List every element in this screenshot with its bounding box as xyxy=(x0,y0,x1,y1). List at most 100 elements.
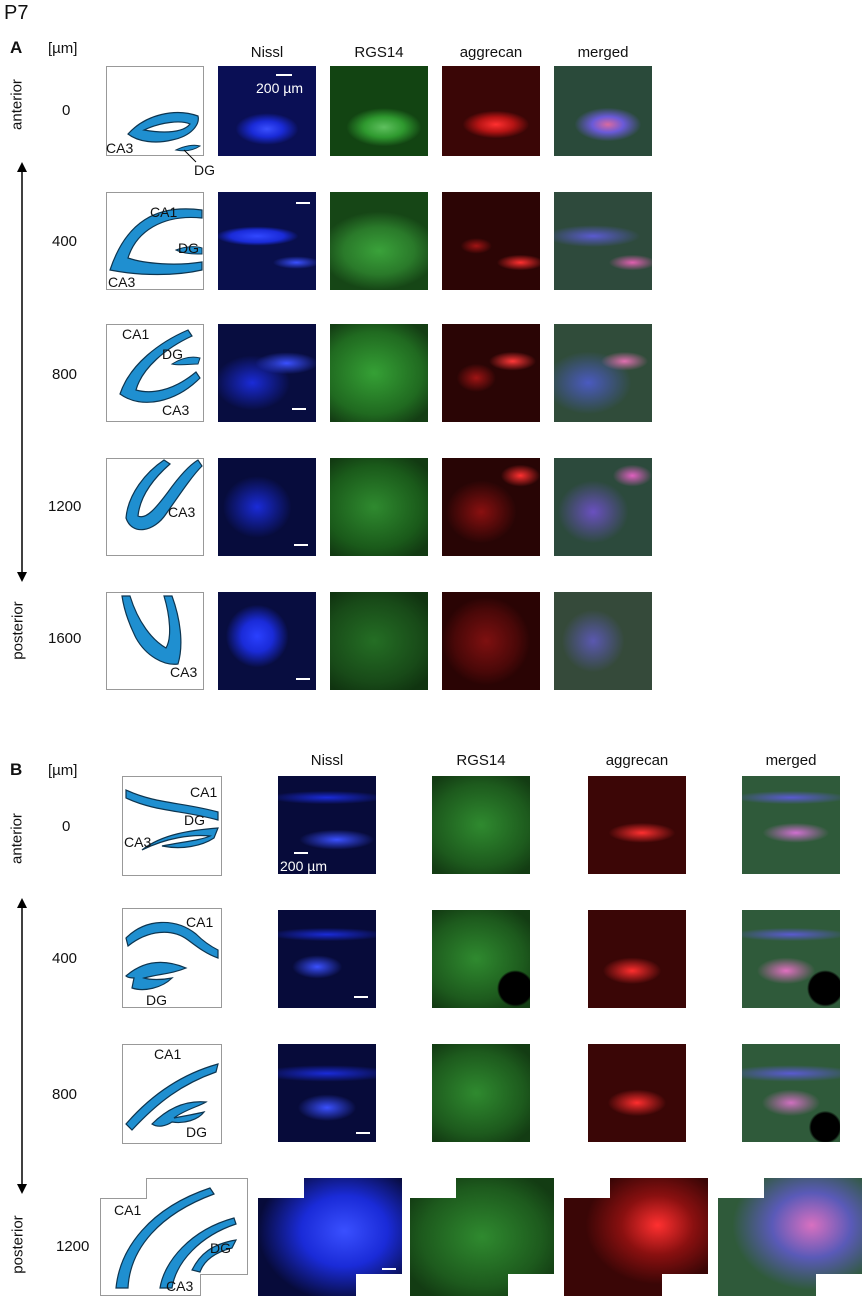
micrograph-b-0-merged xyxy=(742,776,840,874)
micrograph-a-1600-nissl xyxy=(218,592,316,690)
anterior-posterior-arrow-b xyxy=(17,898,27,1194)
micrograph-a-400-aggrecan xyxy=(442,192,540,290)
region-label-a-400-ca1: CA1 xyxy=(150,204,178,220)
micrograph-a-1200-merged xyxy=(554,458,652,556)
anterior-posterior-arrow-a xyxy=(17,162,27,582)
depth-label-a-1600: 1600 xyxy=(48,630,82,647)
micrograph-b-1200-merged xyxy=(718,1178,862,1296)
region-label-b-1200-dg: DG xyxy=(210,1240,231,1256)
micrograph-b-1200-aggrecan xyxy=(564,1178,708,1296)
micrograph-a-1600-rgs14 xyxy=(330,592,428,690)
micrograph-a-1200-rgs14 xyxy=(330,458,428,556)
scale-bar-a-1200 xyxy=(294,544,308,546)
micrograph-b-400-rgs14 xyxy=(432,910,530,1008)
region-label-a-800-ca1: CA1 xyxy=(122,326,150,342)
schematic-a-800 xyxy=(106,324,204,422)
region-label-b-1200-ca3: CA3 xyxy=(166,1278,194,1294)
region-label-b-800-ca1: CA1 xyxy=(154,1046,182,1062)
scale-bar-a-800 xyxy=(292,408,306,410)
micrograph-b-400-merged xyxy=(742,910,840,1008)
scale-label-b: 200 µm xyxy=(280,858,327,874)
micrograph-b-400-aggrecan xyxy=(588,910,686,1008)
micrograph-b-0-rgs14 xyxy=(432,776,530,874)
micrograph-b-0-nissl xyxy=(278,776,376,874)
posterior-label-a: posterior xyxy=(9,601,27,660)
micrograph-a-800-merged xyxy=(554,324,652,422)
posterior-label-b: posterior xyxy=(9,1215,27,1274)
micrograph-b-800-rgs14 xyxy=(432,1044,530,1142)
micrograph-b-800-merged xyxy=(742,1044,840,1142)
micrograph-a-1200-nissl xyxy=(218,458,316,556)
region-label-b-400-ca1: CA1 xyxy=(186,914,214,930)
region-label-a-800-ca3: CA3 xyxy=(162,402,190,418)
column-header-aggrecan-b: aggrecan xyxy=(605,752,669,769)
depth-label-b-800: 800 xyxy=(52,1086,78,1103)
scale-bar-b-400 xyxy=(354,996,368,998)
micrograph-a-400-rgs14 xyxy=(330,192,428,290)
schematic-a-400 xyxy=(106,192,204,290)
micrograph-a-800-rgs14 xyxy=(330,324,428,422)
depth-label-a-400: 400 xyxy=(52,233,78,250)
depth-label-b-400: 400 xyxy=(52,950,78,967)
schematic-a-0 xyxy=(106,66,204,156)
region-label-b-0-ca1: CA1 xyxy=(190,784,218,800)
panel-label-a: A xyxy=(10,38,23,57)
depth-label-a-1200: 1200 xyxy=(48,498,82,515)
scale-bar-b-800 xyxy=(356,1132,370,1134)
schematic-b-0 xyxy=(122,776,222,876)
scale-bar-a-0 xyxy=(276,74,292,76)
micrograph-a-1200-aggrecan xyxy=(442,458,540,556)
anterior-label-b: anterior xyxy=(8,813,26,864)
micrograph-a-0-aggrecan xyxy=(442,66,540,156)
schematic-b-800 xyxy=(122,1044,222,1144)
column-header-rgs14-a: RGS14 xyxy=(354,44,404,61)
micrograph-b-800-aggrecan xyxy=(588,1044,686,1142)
micrograph-a-1600-aggrecan xyxy=(442,592,540,690)
column-header-rgs14-b: RGS14 xyxy=(456,752,506,769)
column-header-merged-a: merged xyxy=(577,44,629,61)
schematic-b-400 xyxy=(122,908,222,1008)
region-label-a-1600-ca3: CA3 xyxy=(170,664,198,680)
depth-label-a-0: 0 xyxy=(62,102,71,119)
scale-label-a: 200 µm xyxy=(256,80,303,96)
depth-label-a-800: 800 xyxy=(52,366,78,383)
region-label-b-1200-ca1: CA1 xyxy=(114,1202,142,1218)
micrograph-a-0-nissl xyxy=(218,66,316,156)
region-label-a-0-dg: DG xyxy=(194,162,215,178)
panel-label-b: B xyxy=(10,760,23,779)
scale-bar-b-1200 xyxy=(382,1268,396,1270)
scale-bar-a-1600 xyxy=(296,678,310,680)
micrograph-b-1200-rgs14 xyxy=(410,1178,554,1296)
scale-bar-a-400 xyxy=(296,202,310,204)
column-header-nissl-a: Nissl xyxy=(250,44,284,61)
unit-label-b: [µm] xyxy=(48,762,78,779)
unit-label-a: [µm] xyxy=(48,40,78,57)
micrograph-b-1200-nissl xyxy=(258,1178,402,1296)
anterior-label-a: anterior xyxy=(8,79,26,130)
region-label-a-400-ca3: CA3 xyxy=(108,274,136,290)
scale-bar-b-0 xyxy=(294,852,308,854)
depth-label-b-1200: 1200 xyxy=(56,1238,90,1255)
micrograph-a-800-aggrecan xyxy=(442,324,540,422)
age-label: P7 xyxy=(4,2,29,24)
micrograph-a-400-nissl xyxy=(218,192,316,290)
micrograph-a-0-merged xyxy=(554,66,652,156)
schematic-a-1200 xyxy=(106,458,204,556)
schematic-b-1200 xyxy=(100,1178,248,1296)
region-label-b-800-dg: DG xyxy=(186,1124,207,1140)
region-label-a-800-dg: DG xyxy=(162,346,183,362)
micrograph-b-400-nissl xyxy=(278,910,376,1008)
column-header-nissl-b: Nissl xyxy=(310,752,344,769)
column-header-aggrecan-a: aggrecan xyxy=(459,44,523,61)
region-label-a-400-dg: DG xyxy=(178,240,199,256)
micrograph-a-400-merged xyxy=(554,192,652,290)
region-label-b-400-dg: DG xyxy=(146,992,167,1008)
depth-label-b-0: 0 xyxy=(62,818,71,835)
region-label-b-0-dg: DG xyxy=(184,812,205,828)
micrograph-a-800-nissl xyxy=(218,324,316,422)
schematic-a-1600 xyxy=(106,592,204,690)
micrograph-a-0-rgs14 xyxy=(330,66,428,156)
dg-pointer-a-0 xyxy=(183,149,197,163)
micrograph-b-0-aggrecan xyxy=(588,776,686,874)
region-label-a-0-ca3: CA3 xyxy=(106,140,134,156)
